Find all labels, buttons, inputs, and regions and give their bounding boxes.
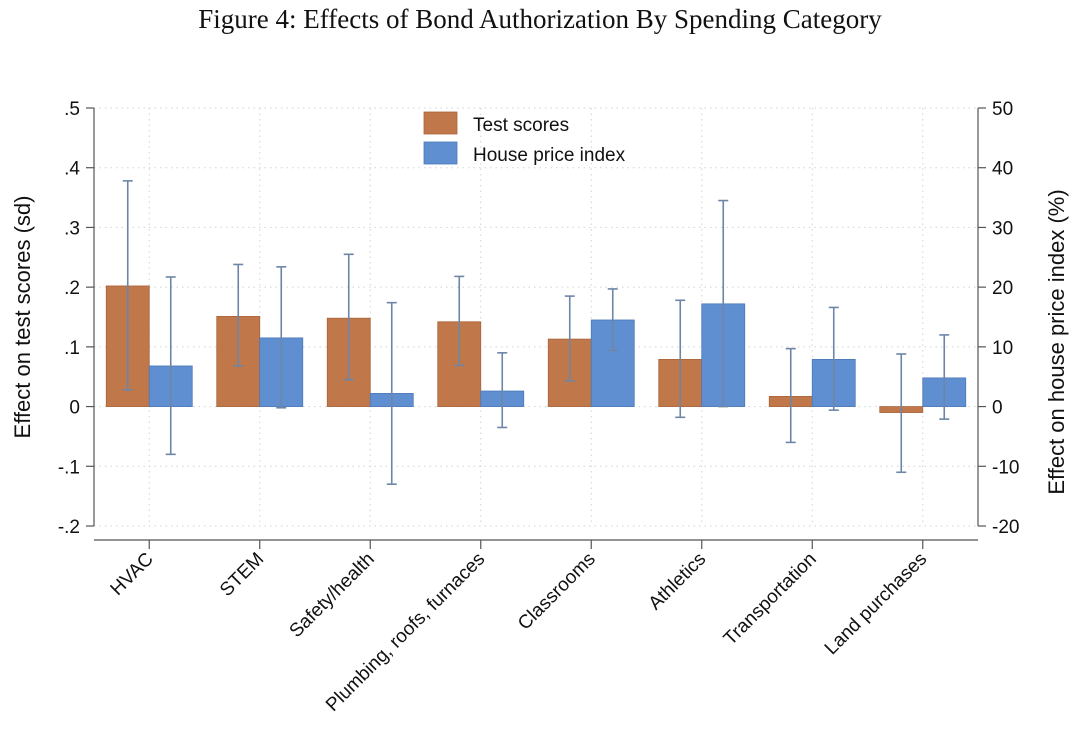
error-bars xyxy=(122,180,950,486)
y-tick-label-left: .2 xyxy=(64,278,80,299)
legend-swatch-house-price xyxy=(423,141,458,165)
x-category-label: Classrooms xyxy=(514,549,600,635)
x-category-label: Safety/health xyxy=(286,549,379,642)
legend-swatch-test-scores xyxy=(423,111,458,135)
y-tick-label-right: 40 xyxy=(992,159,1013,180)
y-tick-label-right: 30 xyxy=(992,218,1013,239)
y-tick-label-left: .4 xyxy=(64,159,80,180)
x-category-label: Land purchases xyxy=(821,549,931,659)
y-tick-label-left: -.2 xyxy=(58,517,80,538)
y-tick-label-left: .3 xyxy=(64,218,80,239)
legend: Test scores House price index xyxy=(423,111,626,166)
y-axis-title-right: Effect on house price index (%) xyxy=(1044,189,1069,494)
y-tick-label-right: 20 xyxy=(992,278,1013,299)
y-axis-title-left: Effect on test scores (sd) xyxy=(10,196,35,439)
legend-label-house-price: House price index xyxy=(473,145,626,166)
y-tick-label-left: 0 xyxy=(69,398,80,419)
x-category-label: STEM xyxy=(216,549,268,601)
y-tick-label-right: 50 xyxy=(992,99,1013,120)
y-tick-label-right: 10 xyxy=(992,338,1013,359)
y-tick-label-right: 0 xyxy=(992,398,1003,419)
y-tick-label-left: .5 xyxy=(64,99,80,120)
x-category-label: HVAC xyxy=(107,549,158,600)
legend-label-test-scores: Test scores xyxy=(473,115,569,136)
bars xyxy=(105,285,967,413)
x-category-label: Transportation xyxy=(720,549,821,650)
x-category-label: Athletics xyxy=(645,549,711,615)
y-tick-label-right: -20 xyxy=(992,517,1019,538)
y-tick-label-right: -10 xyxy=(992,457,1019,478)
y-tick-label-left: .1 xyxy=(64,338,80,359)
figure-title: Figure 4: Effects of Bond Authorization … xyxy=(198,4,882,34)
y-tick-label-left: -.1 xyxy=(58,457,80,478)
axes: -.2 -.1 0 .1 .2 .3 .4 .5 -20 -10 0 10 20 30 40 50 Effect… xyxy=(10,99,1069,549)
